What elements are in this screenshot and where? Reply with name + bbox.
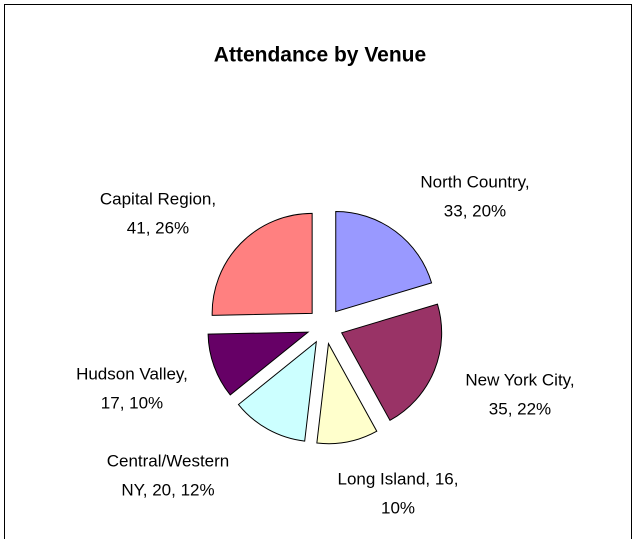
data-label: 33, 20% [444,201,506,220]
pie-slice [211,212,313,316]
data-label: 17, 10% [101,393,163,412]
pie-slice [237,340,317,442]
data-label: North Country, [420,172,529,191]
data-label: NY, 20, 12% [121,480,214,499]
pie-slice [335,211,433,313]
data-label: New York City, [465,370,574,389]
data-label: Capital Region, [100,189,216,208]
data-label: Central/Western [107,451,230,470]
pie-slice [316,342,378,445]
chart-frame [4,4,632,539]
data-label: 35, 22% [489,399,551,418]
data-label: Hudson Valley, [76,364,188,383]
pie-slice [207,331,310,396]
data-label: Long Island, 16, [338,469,459,488]
data-label: 41, 26% [127,218,189,237]
data-label: 10% [381,498,415,517]
chart-title: Attendance by Venue [214,44,426,67]
pie-slice [340,303,443,422]
